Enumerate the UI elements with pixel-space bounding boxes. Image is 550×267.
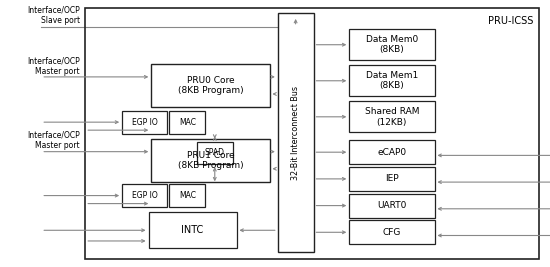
Bar [151,64,270,107]
Bar [85,8,539,259]
Bar [349,167,434,191]
Text: Interface/OCP
Master port: Interface/OCP Master port [27,56,80,76]
Text: SPAD: SPAD [205,148,225,157]
Text: EGP IO: EGP IO [132,191,157,200]
Bar [151,139,270,182]
Text: 32-Bit Interconnect Bus: 32-Bit Interconnect Bus [291,86,300,180]
Text: eCAP0: eCAP0 [377,148,406,157]
Text: MAC: MAC [179,118,196,127]
Text: UART0: UART0 [377,201,406,210]
Bar [278,13,314,252]
Text: PRU0 Core
(8KB Program): PRU0 Core (8KB Program) [178,76,243,95]
Text: INTC: INTC [182,225,204,235]
Bar [169,111,205,134]
Bar [122,111,167,134]
Text: IEP: IEP [385,174,399,183]
Text: PRU1 Core
(8KB Program): PRU1 Core (8KB Program) [178,151,243,170]
Text: MAC: MAC [179,191,196,200]
Text: PRU-ICSS: PRU-ICSS [488,16,534,26]
Bar [197,142,233,164]
Bar [169,184,205,207]
Text: Data Mem1
(8KB): Data Mem1 (8KB) [366,71,418,91]
Text: CFG: CFG [383,228,401,237]
Text: Interface/OCP
Slave port: Interface/OCP Slave port [27,6,80,25]
Text: Shared RAM
(12KB): Shared RAM (12KB) [365,107,419,127]
Bar [349,101,434,132]
Text: EGP IO: EGP IO [132,118,157,127]
Bar [349,65,434,96]
Text: Interface/OCP
Master port: Interface/OCP Master port [27,131,80,150]
Bar [349,140,434,164]
Bar [349,194,434,218]
Bar [349,220,434,244]
Text: Data Mem0
(8KB): Data Mem0 (8KB) [366,35,418,54]
Bar [148,212,236,248]
Bar [349,29,434,60]
Bar [122,184,167,207]
